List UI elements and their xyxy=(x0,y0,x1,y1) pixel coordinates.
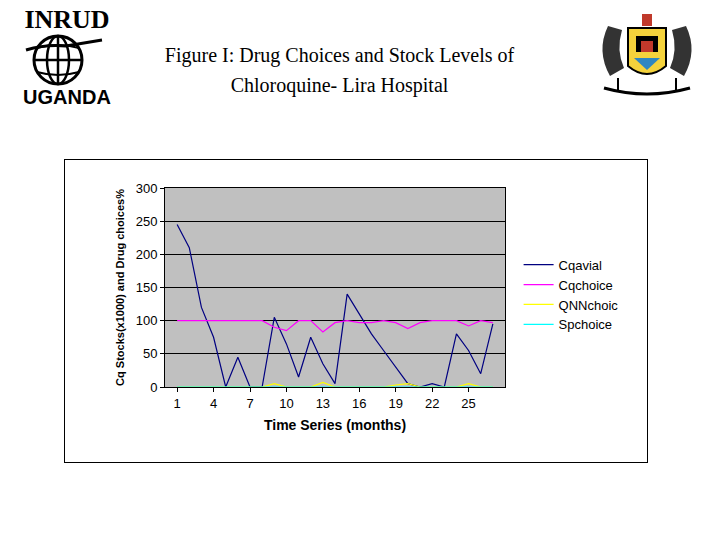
svg-text:0: 0 xyxy=(150,380,157,395)
svg-text:Cqavial: Cqavial xyxy=(559,258,602,273)
svg-text:1: 1 xyxy=(174,396,181,411)
svg-text:300: 300 xyxy=(136,181,158,196)
html-text:Figure I: Drug Choices and Sto: Figure I: Drug Choices and Stock Levels … xyxy=(164,44,515,96)
svg-text:16: 16 xyxy=(352,396,366,411)
svg-text:250: 250 xyxy=(136,214,158,229)
svg-text:7: 7 xyxy=(246,396,253,411)
svg-text:UGANDA: UGANDA xyxy=(23,86,111,108)
svg-text:22: 22 xyxy=(425,396,439,411)
svg-text:4: 4 xyxy=(210,396,217,411)
svg-text:13: 13 xyxy=(316,396,330,411)
svg-text:25: 25 xyxy=(461,396,475,411)
svg-text:QNNchoic: QNNchoic xyxy=(559,298,619,313)
svg-text:Cq Stocks(x1000) and Drug choi: Cq Stocks(x1000) and Drug choices% xyxy=(114,189,126,386)
svg-text:Spchoice: Spchoice xyxy=(559,317,612,332)
svg-text:19: 19 xyxy=(388,396,402,411)
svg-text:200: 200 xyxy=(136,247,158,262)
svg-text:50: 50 xyxy=(143,346,157,361)
svg-text:100: 100 xyxy=(136,313,158,328)
svg-text:Cqchoice: Cqchoice xyxy=(559,278,613,293)
svg-text:INRUD: INRUD xyxy=(24,5,109,34)
svg-text:150: 150 xyxy=(136,280,158,295)
svg-text:Time Series (months): Time Series (months) xyxy=(264,417,406,433)
svg-text:10: 10 xyxy=(279,396,293,411)
